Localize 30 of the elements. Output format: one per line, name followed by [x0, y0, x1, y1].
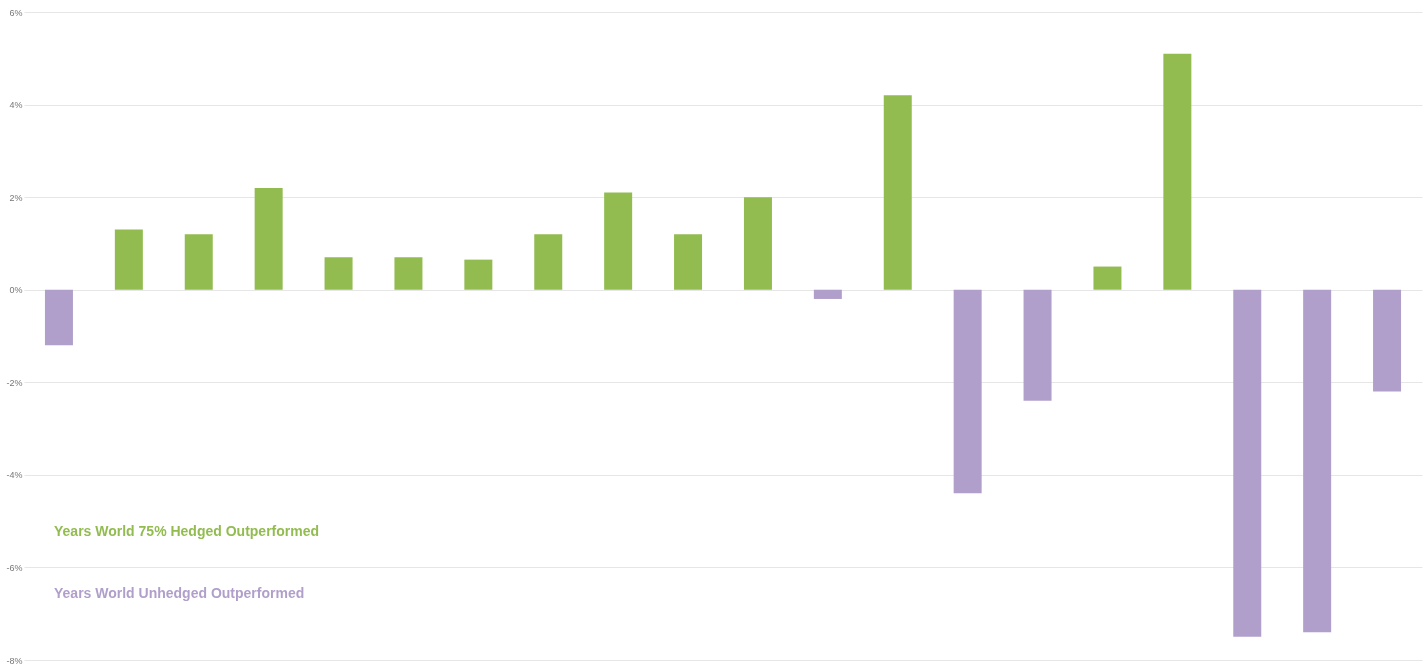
bar: [254, 187, 283, 290]
y-tick-label: -8%: [6, 655, 23, 666]
y-tick-label: 4%: [9, 100, 23, 111]
bar: [184, 234, 213, 290]
bar: [953, 289, 982, 494]
y-tick-label: 0%: [9, 285, 23, 296]
y-tick-label: 2%: [9, 192, 23, 203]
bar: [1233, 289, 1262, 637]
bar: [464, 259, 493, 290]
y-tick-label: 6%: [9, 7, 23, 18]
bar: [534, 234, 563, 290]
bar: [1023, 289, 1052, 401]
bar: [324, 257, 353, 290]
bar: [1373, 289, 1402, 392]
bar: [1093, 266, 1122, 290]
bar: [114, 229, 143, 290]
text: Years World 75% Hedged Outperformed: [54, 523, 320, 539]
bar: [604, 192, 633, 290]
bar: [44, 289, 73, 346]
bar: [1303, 289, 1332, 633]
bar: [743, 197, 772, 290]
bar: [674, 234, 703, 290]
bar: [1163, 53, 1192, 290]
y-tick-label: -2%: [6, 377, 23, 388]
y-tick-label: -4%: [6, 470, 23, 481]
bar: [813, 289, 842, 299]
bar: [883, 95, 912, 290]
bar: [394, 257, 423, 290]
text: Years World Unhedged Outperformed: [54, 585, 305, 601]
y-tick-label: -6%: [6, 562, 23, 573]
